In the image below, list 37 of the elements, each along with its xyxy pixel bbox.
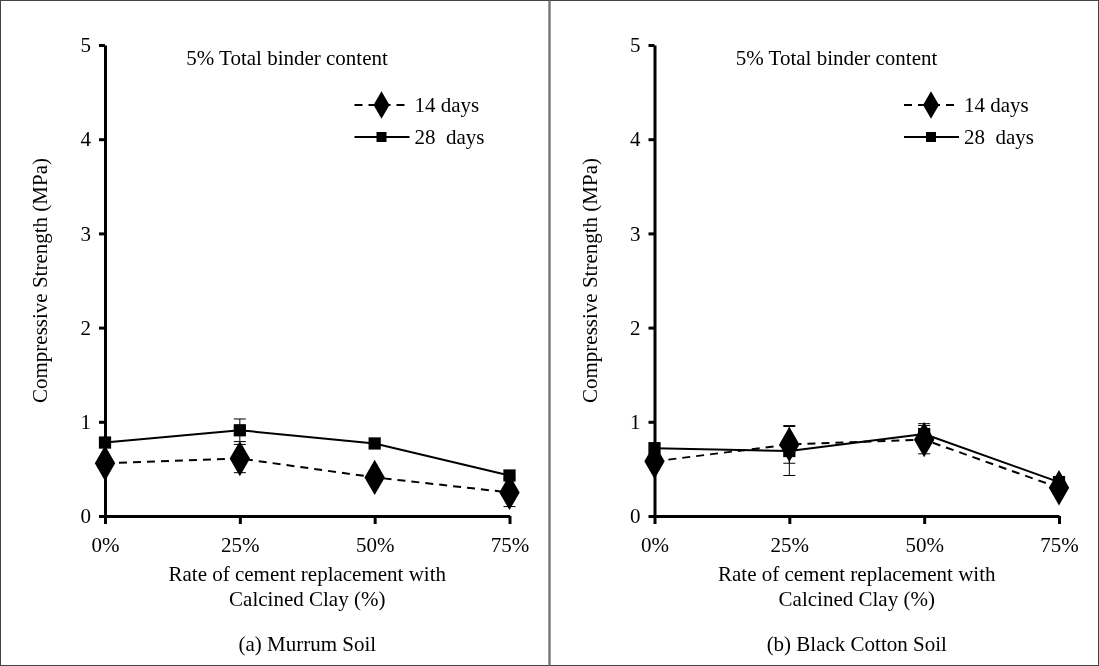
y-tick-label: 3 (630, 221, 641, 246)
y-tick-label: 5 (80, 33, 91, 58)
chart-title: 5% Total binder content (186, 46, 389, 70)
legend-label: 28 days (414, 125, 485, 150)
x-axis-title: Rate of cement replacement with Calcined Clay (%) (717, 562, 997, 612)
y-tick-label: 0 (630, 504, 641, 529)
point (503, 469, 516, 482)
y-tick-label: 0 (80, 504, 91, 529)
y-tick-label: 4 (630, 127, 641, 152)
x-tick-label: 0% (91, 533, 120, 558)
x-axis-title: Rate of cement replacement with Calcined Clay (%) (168, 562, 447, 612)
x-tick-label: 25% (221, 533, 260, 558)
y-tick-label: 1 (80, 410, 91, 435)
legend-label: 28 days (964, 125, 1034, 150)
point (648, 442, 661, 455)
y-tick-label: 1 (630, 410, 641, 435)
point (368, 437, 381, 450)
y-axis-title: Compressive Strength (MPa) (28, 158, 52, 403)
legend-label: 14 days (964, 93, 1029, 118)
legend-label: 14 days (414, 93, 480, 118)
x-tick-label: 50% (905, 533, 944, 558)
y-axis-title: Compressive Strength (MPa) (577, 158, 602, 403)
y-tick-label: 3 (80, 221, 91, 246)
x-tick-label: 25% (770, 533, 810, 558)
y-tick-label: 4 (80, 127, 92, 152)
x-tick-label: 50% (355, 533, 395, 558)
text: (b) Black Cotton Soil (766, 632, 948, 656)
y-tick-label: 2 (80, 315, 91, 340)
x-tick-label: 75% (1040, 533, 1079, 558)
text: (a) Murrum Soil (238, 632, 377, 656)
y-tick-label: 5 (630, 33, 641, 58)
point (98, 436, 112, 449)
x-tick-label: 0% (641, 533, 669, 558)
point (233, 424, 246, 437)
y-tick-label: 2 (630, 315, 641, 340)
x-tick-label: 75% (490, 533, 530, 558)
chart-title: 5% Total binder content (735, 46, 938, 70)
